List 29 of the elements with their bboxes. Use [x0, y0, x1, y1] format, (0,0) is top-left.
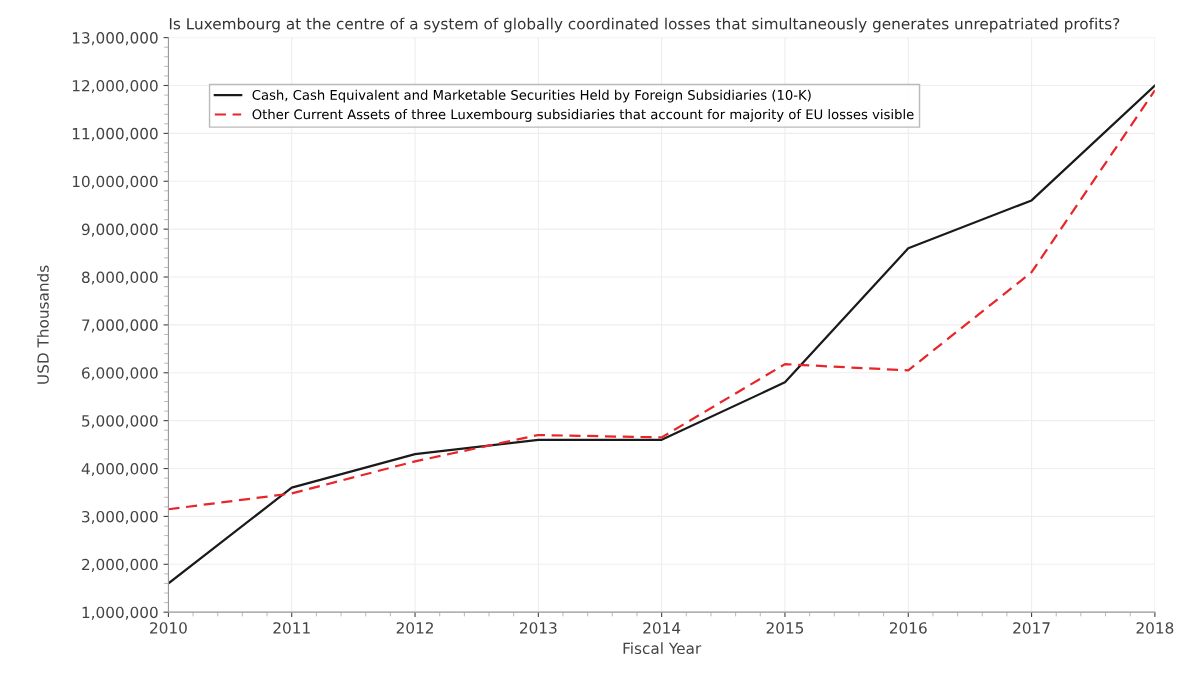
x-tick-label: 2015 — [766, 622, 804, 634]
line-series — [168, 89, 1155, 511]
y-tick-label: 12,000,000 — [72, 79, 158, 94]
y-tick-label: 6,000,000 — [82, 367, 158, 381]
x-axis-title: Fiscal Year — [623, 642, 702, 655]
legend-label: Other Current Assets of three Luxembourg subsidiaries that account for majority of EU losses visible — [252, 109, 914, 122]
y-tick-label: 8,000,000 — [81, 271, 158, 285]
y-tick-label: 3,000,000 — [82, 510, 158, 524]
x-tick-label: 2012 — [396, 622, 433, 634]
x-tick-label: 2011 — [273, 622, 310, 634]
y-tick-label: 4,000,000 — [81, 463, 158, 477]
x-tick-label: 2016 — [889, 622, 927, 634]
legend-label: Cash, Cash Equivalent and Marketable Securities Held by Foreign Subsidiaries (10-K) — [252, 89, 811, 103]
y-tick-label: 5,000,000 — [82, 415, 158, 429]
y-tick-label: 9,000,000 — [81, 223, 158, 237]
y-axis-title: USD Thousands — [36, 265, 49, 384]
y-tick-label: 13,000,000 — [72, 32, 158, 46]
y-tick-label: 10,000,000 — [72, 175, 158, 189]
chart-title: Is Luxembourg at the centre of a system of globally coordinated losses that simultaneously generates unrepatriated profits? — [169, 17, 1120, 33]
line-series — [168, 84, 1155, 585]
x-tick-label: 2010 — [150, 622, 187, 634]
x-tick-label: 2017 — [1013, 622, 1050, 634]
x-tick-label: 2014 — [643, 622, 681, 634]
y-tick-label: 1,000,000 — [82, 606, 158, 620]
x-tick-label: 2018 — [1136, 622, 1174, 634]
y-tick-label: 11,000,000 — [72, 127, 158, 141]
x-tick-label: 2013 — [520, 622, 557, 634]
y-tick-label: 7,000,000 — [82, 319, 158, 333]
y-tick-label: 2,000,000 — [82, 558, 158, 572]
